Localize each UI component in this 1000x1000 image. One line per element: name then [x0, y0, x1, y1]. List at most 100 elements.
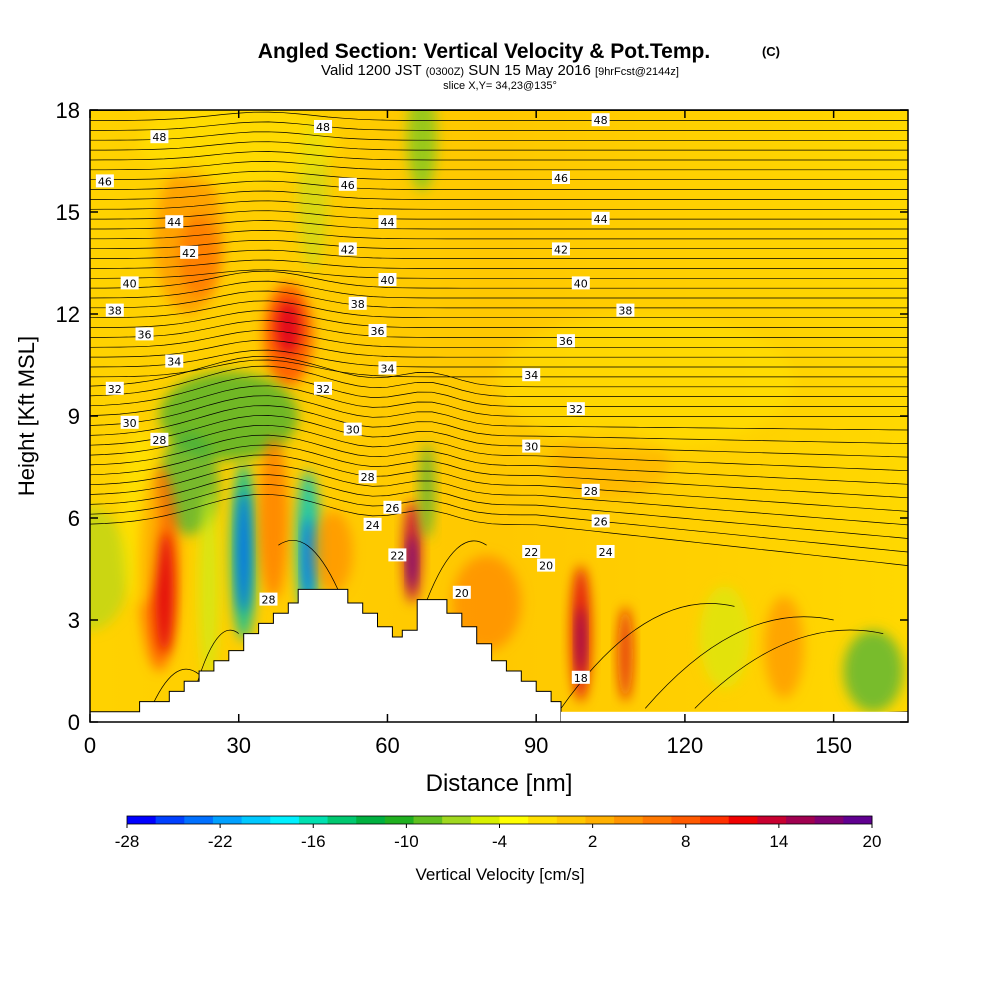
contour-label: 20	[455, 587, 469, 600]
colorbar-swatch	[213, 816, 242, 824]
terrain-base	[561, 712, 908, 722]
colorbar-tick-label: 8	[681, 832, 690, 851]
x-tick-label: 120	[667, 733, 704, 758]
colorbar-swatch	[815, 816, 844, 824]
colorbar-swatch	[729, 816, 758, 824]
contour-label: 30	[524, 441, 538, 454]
velocity-cell	[238, 491, 250, 613]
colorbar-swatch	[643, 816, 672, 824]
contour-label: 42	[554, 243, 568, 256]
colorbar-tick-label: -16	[301, 832, 326, 851]
contour-label: 44	[167, 216, 181, 229]
contour-label: 26	[594, 515, 608, 528]
colorbar-swatch	[156, 816, 185, 824]
velocity-cell	[276, 300, 301, 354]
colorbar-swatch	[700, 816, 729, 824]
velocity-cell	[303, 518, 313, 600]
colorbar-tick-label: -28	[115, 832, 140, 851]
contour-label: 32	[108, 383, 122, 396]
plot-area: 48 48 48 46 46 46 44 44 44 42 42 42 40 40 40 38 38 38 36 36…	[50, 83, 908, 722]
contour-label: 22	[390, 549, 404, 562]
contour-label: 48	[594, 114, 608, 127]
colorbar-tick-label: 14	[769, 832, 788, 851]
contour-label: 26	[385, 502, 399, 515]
colorbar-tick-label: -22	[208, 832, 233, 851]
colorbar-swatch	[385, 816, 414, 824]
colorbar-tick-label: -4	[492, 832, 507, 851]
x-tick-label: 30	[226, 733, 250, 758]
colorbar: -28 -22 -16 -10 -4 2 8 14 20	[115, 816, 882, 851]
colorbar-swatch	[843, 816, 872, 824]
x-tick-label: 0	[84, 733, 96, 758]
y-tick-label: 18	[56, 98, 80, 123]
contour-label: 28	[361, 471, 375, 484]
contour-label: 30	[346, 424, 360, 437]
y-tick-label: 9	[68, 404, 80, 429]
contour-label: 36	[138, 328, 152, 341]
contour-label: 32	[316, 383, 330, 396]
x-tick-label: 150	[815, 733, 852, 758]
contour-label: 24	[366, 519, 380, 532]
colorbar-swatch	[270, 816, 299, 824]
colorbar-label: Vertical Velocity [cm/s]	[415, 865, 584, 884]
velocity-cell	[407, 83, 437, 192]
isentrope-line	[90, 92, 908, 100]
colorbar-swatch	[528, 816, 557, 824]
y-tick-label: 6	[68, 506, 80, 531]
contour-label: 38	[351, 298, 365, 311]
contour-label: 28	[261, 594, 275, 607]
contour-label: 46	[554, 172, 568, 185]
colorbar-tick-label: 2	[588, 832, 597, 851]
velocity-cell	[155, 532, 173, 654]
slice-label: slice X,Y= 34,23@135°	[443, 80, 557, 92]
colorbar-swatch	[757, 816, 786, 824]
velocity-cell	[497, 314, 794, 450]
colorbar-swatch	[356, 816, 385, 824]
contour-label: 20	[539, 560, 553, 573]
velocity-cell	[577, 606, 585, 674]
contour-label: 38	[108, 305, 122, 318]
colorbar-swatch	[127, 816, 156, 824]
colorbar-swatch	[442, 816, 471, 824]
colorbar-swatch	[786, 816, 815, 824]
velocity-cell	[408, 535, 416, 589]
y-axis-label: Height [Kft MSL]	[14, 336, 39, 496]
velocity-cell	[313, 511, 353, 593]
contour-label: 40	[574, 277, 588, 290]
colorbar-swatch	[471, 816, 500, 824]
contour-label: 36	[371, 325, 385, 338]
contour-label: 34	[524, 369, 538, 382]
colorbar-swatch	[671, 816, 700, 824]
y-tick-label: 0	[68, 710, 80, 735]
colorbar-swatch	[299, 816, 328, 824]
chart-title-unit: (C)	[762, 44, 780, 59]
contour-label: 42	[182, 247, 196, 260]
contour-label: 42	[341, 243, 355, 256]
colorbar-swatch	[242, 816, 271, 824]
colorbar-tick-label: -10	[394, 832, 419, 851]
velocity-cell	[844, 630, 903, 712]
contour-label: 28	[152, 434, 166, 447]
contour-label: 22	[524, 546, 538, 559]
colorbar-swatch	[614, 816, 643, 824]
contour-label: 24	[599, 546, 613, 559]
contour-label: 48	[316, 121, 330, 134]
colorbar-swatch	[500, 816, 529, 824]
colorbar-swatch	[328, 816, 357, 824]
contour-label: 34	[380, 362, 394, 375]
chart-svg: Angled Section: Vertical Velocity & Pot.…	[0, 0, 1000, 1000]
contour-label: 32	[569, 403, 583, 416]
chart-subtitle: Valid 1200 JST (0300Z) SUN 15 May 2016 […	[321, 62, 679, 79]
chart-title: Angled Section: Vertical Velocity & Pot.…	[258, 40, 710, 63]
x-tick-label: 90	[524, 733, 548, 758]
colorbar-swatch	[414, 816, 443, 824]
x-tick-label: 60	[375, 733, 399, 758]
contour-label: 30	[123, 417, 137, 430]
contour-label: 44	[594, 213, 608, 226]
colorbar-tick-label: 20	[863, 832, 882, 851]
contour-label: 40	[123, 277, 137, 290]
contour-label: 36	[559, 335, 573, 348]
colorbar-swatch	[557, 816, 586, 824]
colorbar-swatch	[585, 816, 614, 824]
velocity-cell	[764, 596, 804, 698]
